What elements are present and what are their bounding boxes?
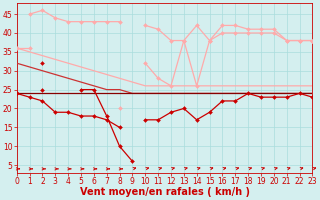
X-axis label: Vent moyen/en rafales ( km/h ): Vent moyen/en rafales ( km/h )	[80, 187, 250, 197]
